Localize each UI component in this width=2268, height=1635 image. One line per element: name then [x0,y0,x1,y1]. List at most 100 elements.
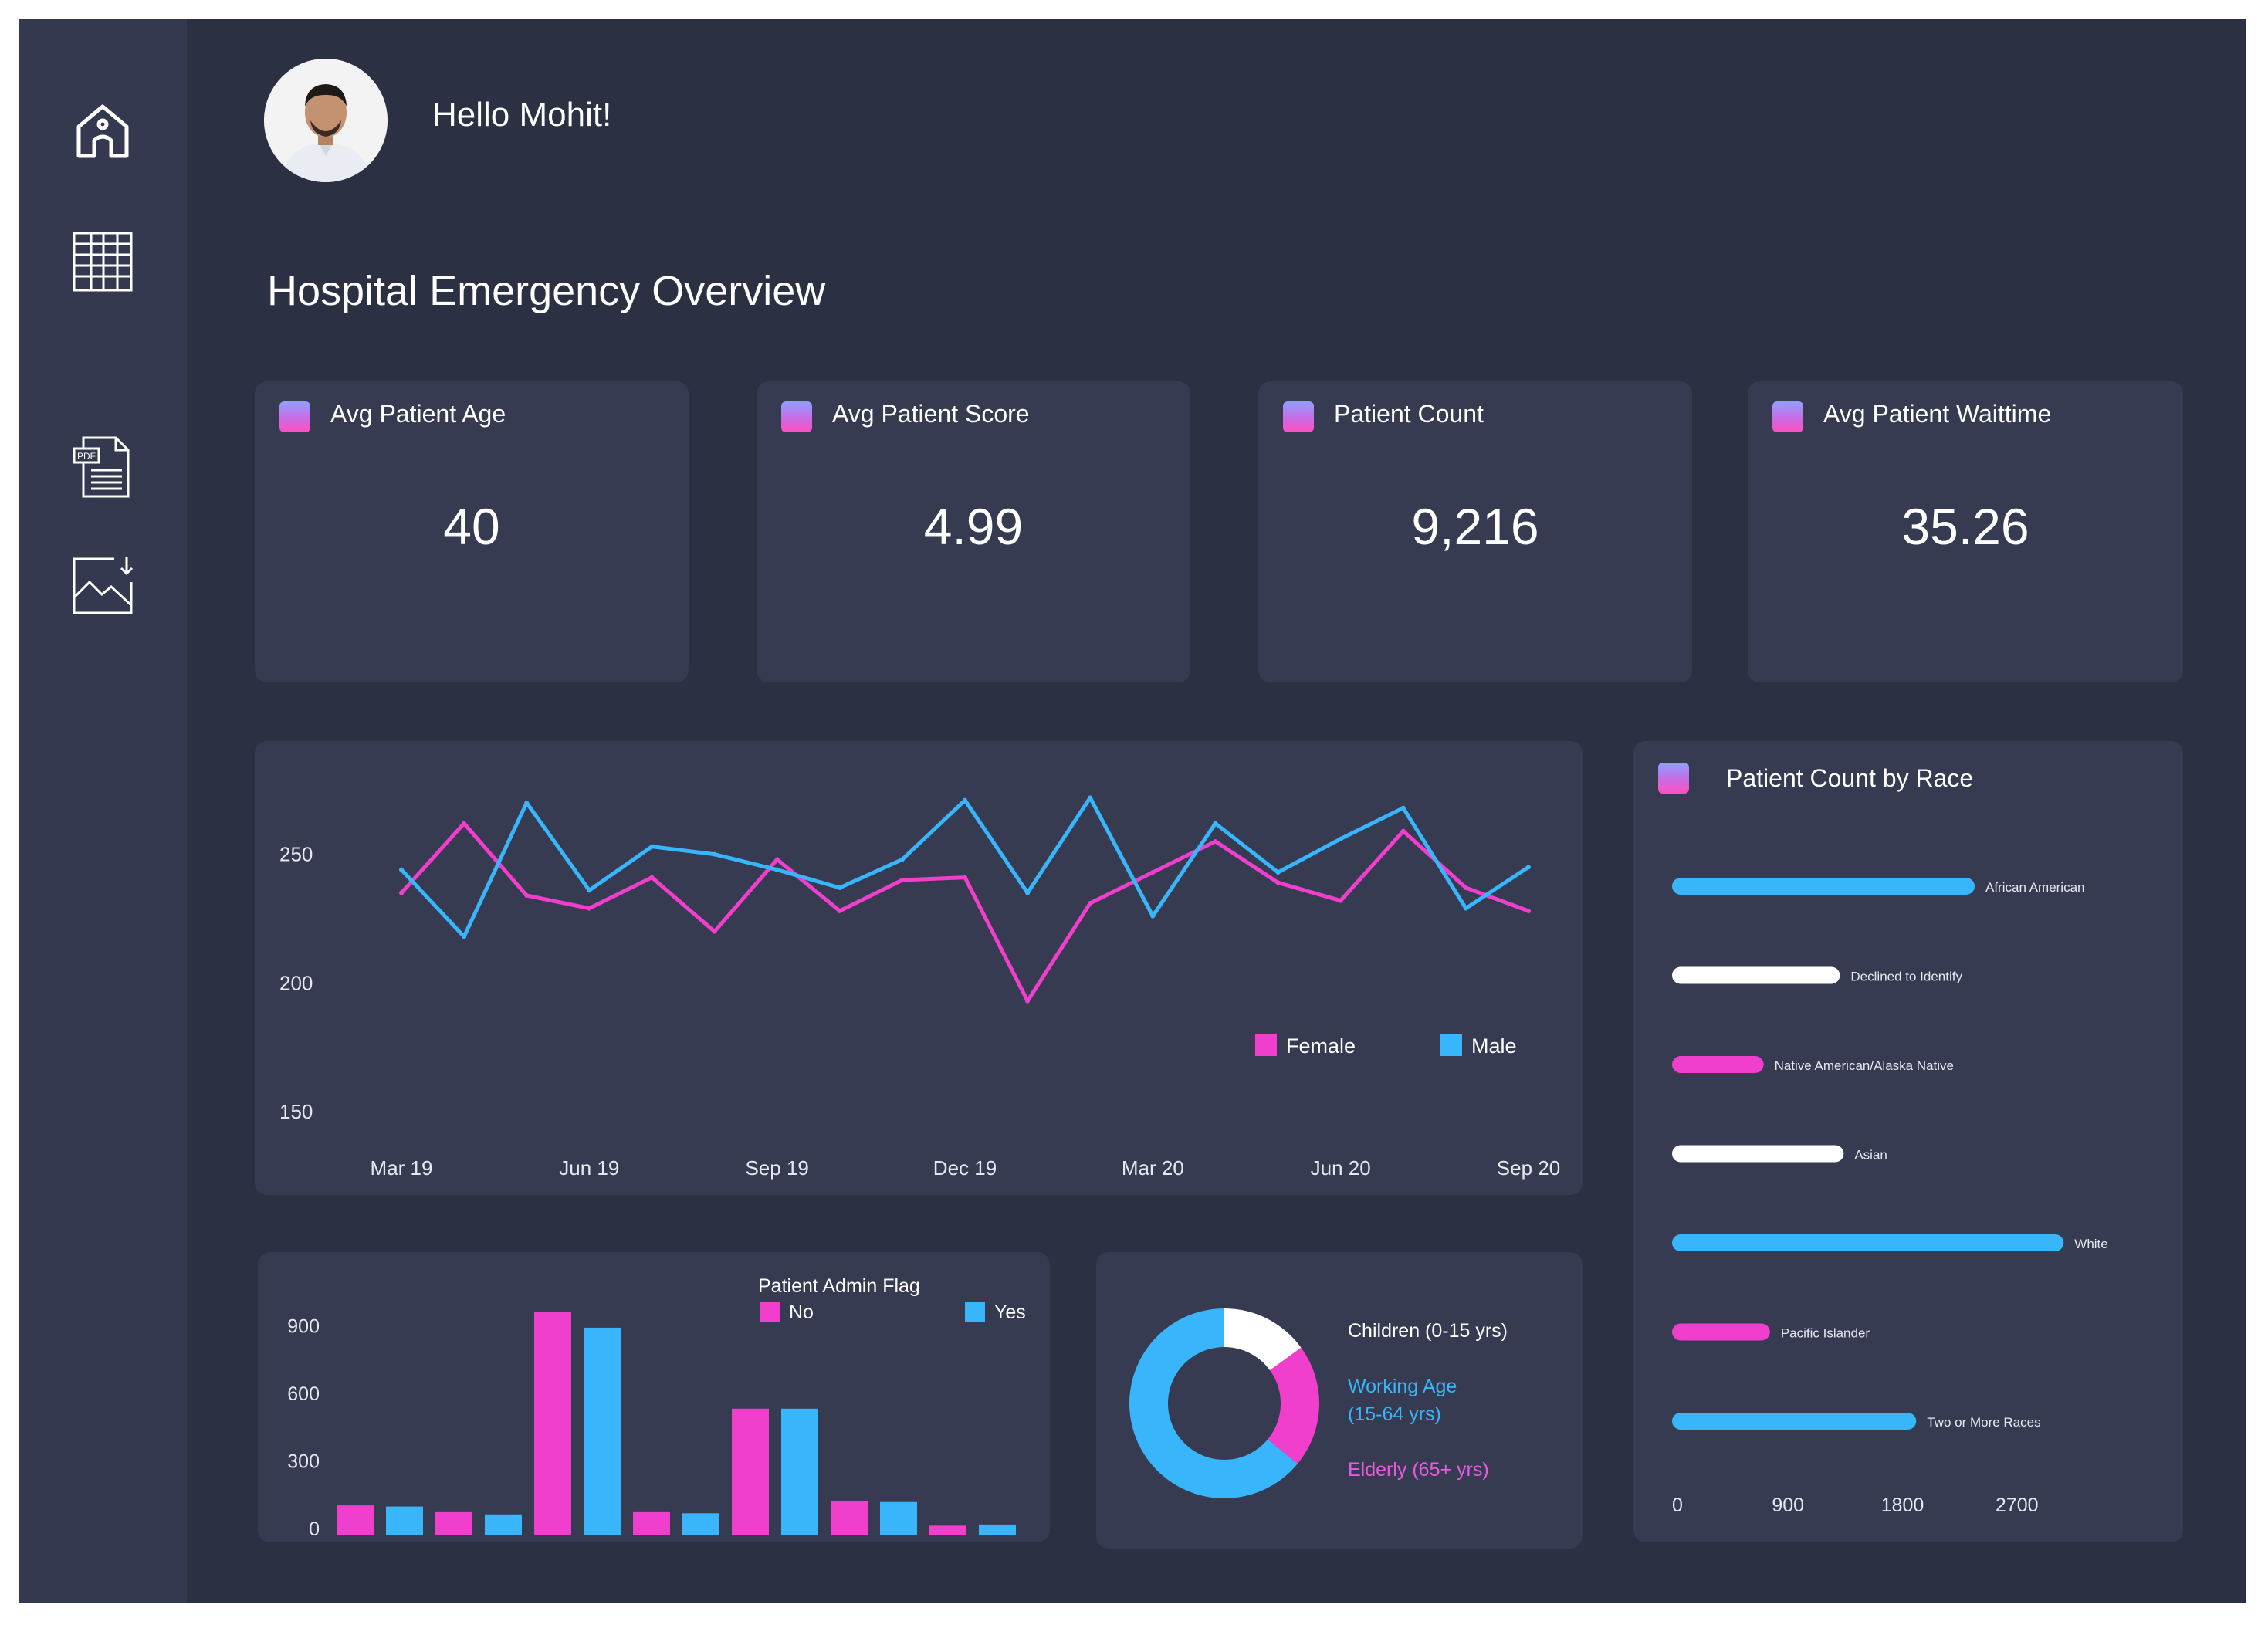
x-tick-label: Sep 19 [745,1156,808,1180]
donut-slice [1268,1347,1319,1464]
y-tick-label: 250 [279,843,313,866]
bar-no [534,1312,571,1535]
data-point-female [774,857,780,862]
x-tick-label: Jun 19 [559,1156,619,1180]
kpi-label: Avg Patient Waittime [1823,400,2052,428]
donut-slice [1129,1308,1298,1498]
image-download-icon[interactable] [68,551,137,621]
data-point-male [1526,865,1531,870]
x-tick-label: Mar 19 [371,1156,433,1180]
race-bar [1672,878,1975,895]
page-title: Hospital Emergency Overview [267,268,826,314]
bar-yes [584,1327,621,1535]
data-point-female [587,906,592,911]
bar-no [337,1505,374,1535]
bar-no [929,1525,966,1535]
race-bar-label: African American [1985,880,2085,895]
sidebar: PDF [19,19,187,1603]
data-point-male [524,801,530,805]
data-point-female [524,893,530,898]
donut-legend-label: Elderly (65+ yrs) [1348,1459,1489,1481]
line-chart-card: 150 200 250 Mar 19 Jun 19 Sep 19 Dec 19 Mar 20 J… [255,741,1583,1195]
data-point-male [963,797,967,803]
bar-yes [979,1524,1016,1535]
data-point-male [1213,821,1218,826]
svg-text:PDF: PDF [77,451,96,462]
line-chart: 150 200 250 Mar 19 Jun 19 Sep 19 Dec 19 Mar 20 J… [279,795,1560,1180]
greeting: Hello Mohit! [432,96,612,134]
kpi-card-avg-patient-score[interactable]: Avg Patient Score 4.99 [757,381,1190,682]
legend-label-yes: Yes [994,1302,1026,1323]
legend-label-male: Male [1471,1034,1517,1058]
race-bar [1672,1056,1764,1073]
dashboard-frame: PDF Hello Mohit! Hospital Emergency Over… [19,19,2246,1603]
race-bar-label: Asian [1854,1148,1887,1163]
age-group-donut-chart: Children (0-15 yrs) Working Age (15-64 yrs… [1129,1308,1508,1498]
race-bar-label: White [2074,1237,2107,1251]
donut-slice [1224,1308,1302,1371]
data-point-male [399,867,404,872]
donut-legend-label: Working Age [1348,1376,1457,1397]
bar-no [732,1408,769,1535]
data-point-male [1088,795,1093,801]
data-point-female [1025,998,1031,1004]
data-point-female [1275,880,1281,885]
kpi-card-avg-patient-age[interactable]: Avg Patient Age 40 [255,381,689,682]
data-point-female [963,875,967,880]
data-point-male [1025,890,1031,895]
data-point-male [649,844,655,849]
legend-swatch-female [1255,1034,1277,1056]
kpi-value: 40 [443,498,500,555]
data-point-female [649,875,655,880]
legend-label-female: Female [1286,1034,1356,1058]
race-bar [1672,966,1840,984]
avatar[interactable] [264,59,388,182]
x-tick-label: Dec 19 [933,1156,997,1180]
race-bar [1672,1323,1770,1341]
home-icon[interactable] [68,96,137,165]
race-bar-label: Native American/Alaska Native [1775,1058,1954,1073]
data-point-male [462,934,467,939]
admin-flag-chart-card: 0 300 600 900 Patient Admin Flag No Yes [258,1252,1050,1542]
x-tick-label: 1800 [1881,1495,1924,1516]
y-tick-label: 600 [287,1383,320,1405]
kpi-badge-icon [279,401,310,432]
series-line-male [400,795,1530,939]
bar-no [633,1511,670,1535]
data-point-male [774,867,780,872]
bar-yes [386,1506,423,1535]
admin-flag-bar-chart: 0 300 600 900 Patient Admin Flag No Yes [287,1275,1026,1540]
kpi-badge-icon [1772,401,1803,432]
bar-no [831,1501,868,1535]
data-point-male [1275,870,1281,875]
data-point-female [1526,909,1531,913]
bar-no [435,1511,472,1535]
data-point-male [899,857,905,862]
legend-swatch-no [760,1302,780,1322]
bar-yes [880,1501,917,1535]
race-chart-card: Patient Count by Race African American De… [1633,741,2183,1542]
kpi-card-patient-count[interactable]: Patient Count 9,216 [1258,381,1692,682]
race-chart: African American Declined to Identify Nati… [1672,878,2108,1516]
kpi-card-avg-patient-waittime[interactable]: Avg Patient Waittime 35.26 [1748,381,2183,682]
y-tick-label: 300 [287,1451,320,1473]
race-bar [1672,1145,1844,1163]
donut-legend-label: (15-64 yrs) [1348,1403,1441,1425]
table-icon[interactable] [68,227,137,296]
x-tick-label: Sep 20 [1497,1156,1560,1180]
donut-legend-label: Children (0-15 yrs) [1348,1320,1508,1342]
kpi-value: 9,216 [1411,498,1539,555]
data-point-female [1463,885,1468,890]
bar-yes [781,1408,818,1535]
x-tick-label: 900 [1772,1495,1804,1516]
kpi-badge-icon [1283,401,1314,432]
data-point-female [1213,839,1218,844]
data-point-male [1338,836,1343,841]
race-bar [1672,1234,2064,1251]
x-tick-label: 2700 [1996,1495,2039,1516]
y-tick-label: 0 [309,1518,320,1540]
pdf-document-icon[interactable]: PDF [68,432,137,501]
x-tick-label: Mar 20 [1122,1156,1184,1180]
race-bar-label: Declined to Identify [1850,970,1962,984]
legend-swatch-male [1440,1034,1462,1056]
